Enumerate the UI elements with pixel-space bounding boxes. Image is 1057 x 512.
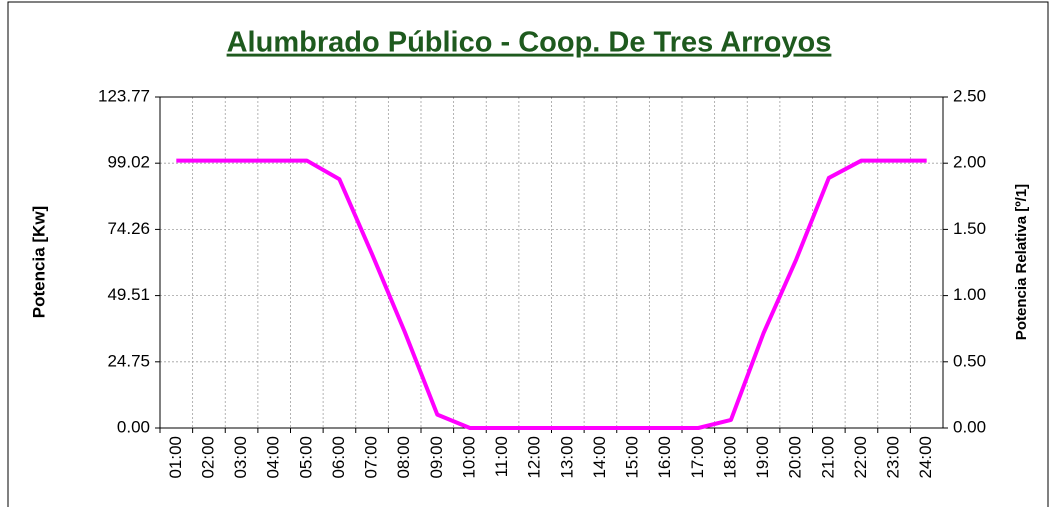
x-tick-label: 09:00 bbox=[427, 436, 446, 479]
x-tick-label: 15:00 bbox=[623, 436, 642, 479]
x-tick-label: 20:00 bbox=[786, 436, 805, 479]
x-tick-label: 01:00 bbox=[166, 436, 185, 479]
chart-frame bbox=[7, 1, 1049, 512]
x-tick-label: 03:00 bbox=[231, 436, 250, 479]
y2-tick-label: 2.00 bbox=[953, 153, 986, 172]
x-tick-label: 16:00 bbox=[655, 436, 674, 479]
y2-tick-label: 0.50 bbox=[953, 351, 986, 370]
x-tick-label: 13:00 bbox=[557, 436, 576, 479]
y2-tick-label: 2.50 bbox=[953, 86, 986, 105]
y2-tick-label: 1.00 bbox=[953, 285, 986, 304]
series-line bbox=[176, 158, 927, 430]
chart-title: Alumbrado Público - Coop. De Tres Arroyo… bbox=[227, 27, 832, 59]
x-tick-label: 23:00 bbox=[884, 436, 903, 479]
x-tick-label: 11:00 bbox=[492, 436, 511, 477]
y-tick-label: 99.02 bbox=[107, 153, 150, 172]
x-tick-label: 17:00 bbox=[688, 436, 707, 479]
y-axis-label: Potencia [Kw] bbox=[29, 206, 48, 318]
x-tick-label: 04:00 bbox=[264, 436, 283, 479]
y2-axis-label: Potencia Relativa [º/1] bbox=[1013, 184, 1030, 340]
y-tick-label: 24.75 bbox=[107, 351, 150, 370]
x-tick-label: 21:00 bbox=[818, 436, 837, 479]
x-tick-label: 05:00 bbox=[296, 436, 315, 479]
x-tick-label: 10:00 bbox=[459, 436, 478, 479]
x-tick-label: 06:00 bbox=[329, 436, 348, 479]
x-tick-label: 08:00 bbox=[394, 436, 413, 479]
x-tick-label: 24:00 bbox=[916, 436, 935, 479]
x-tick-label: 22:00 bbox=[851, 436, 870, 479]
x-tick-label: 18:00 bbox=[720, 436, 739, 479]
y2-tick-label: 1.50 bbox=[953, 219, 986, 238]
x-tick-label: 14:00 bbox=[590, 436, 609, 479]
x-tick-label: 19:00 bbox=[753, 436, 772, 479]
x-tick-label: 02:00 bbox=[198, 436, 217, 479]
y-tick-label: 49.51 bbox=[107, 285, 150, 304]
y-tick-label: 74.26 bbox=[107, 219, 150, 238]
y-tick-label: 123.77 bbox=[98, 86, 150, 105]
y2-tick-label: 0.00 bbox=[953, 417, 986, 436]
y-tick-label: 0.00 bbox=[117, 417, 150, 436]
x-tick-label: 07:00 bbox=[362, 436, 381, 479]
x-tick-label: 12:00 bbox=[525, 436, 544, 479]
